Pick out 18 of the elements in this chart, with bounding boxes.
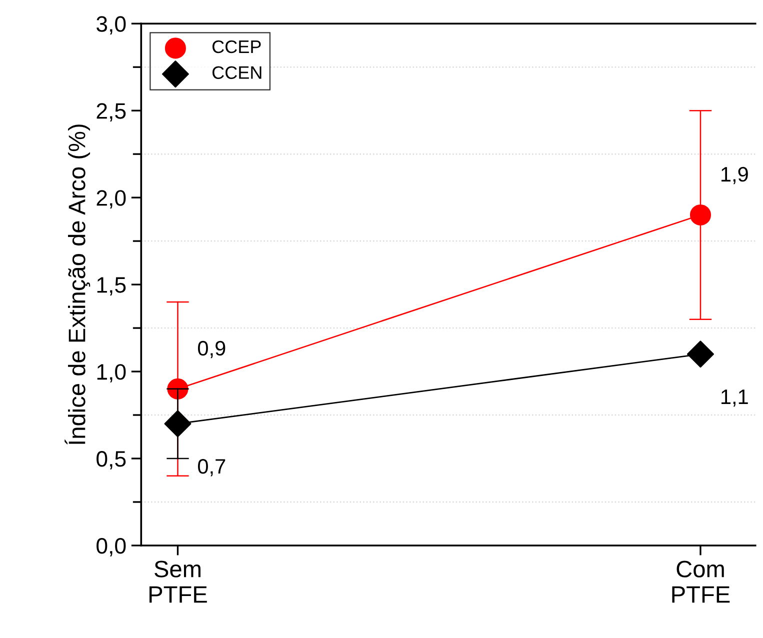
y-tick-label: 0,5	[96, 451, 126, 470]
data-label: 1,1	[722, 390, 748, 407]
data-label: 1,9	[722, 166, 748, 184]
x-tick-label: Com PTFE	[672, 560, 730, 603]
point	[690, 204, 711, 226]
y-axis-title: Índice de Extinção de Arco (%)	[64, 124, 90, 444]
y-tick-label: 1,5	[97, 277, 126, 296]
legend-label: CCEN	[212, 66, 262, 79]
y-tick-label: 1,0	[97, 364, 126, 382]
y-tick-label: 3,0	[96, 16, 126, 34]
data-label: 0,9	[198, 340, 226, 358]
y-tick-label: 2,5	[96, 103, 126, 122]
point	[686, 340, 714, 368]
data-label: 0,7	[198, 459, 226, 476]
y-tick-label: 2,0	[96, 190, 126, 208]
y-tick-label: 0,0	[96, 538, 126, 556]
legend-label: CCEP	[212, 40, 261, 54]
x-tick-label: Sem PTFE	[150, 560, 207, 603]
